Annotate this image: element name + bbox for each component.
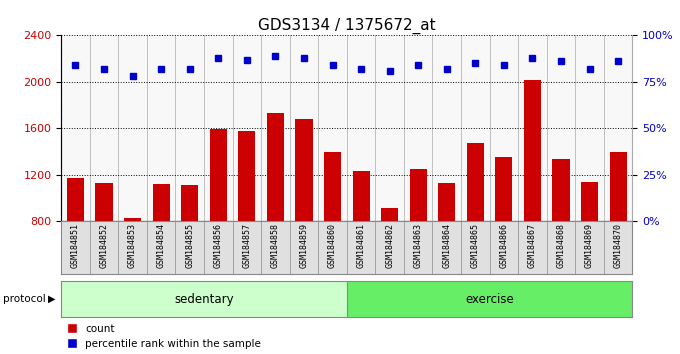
- Text: GSM184852: GSM184852: [99, 223, 109, 268]
- Text: GSM184853: GSM184853: [128, 223, 137, 268]
- Bar: [552, 159, 570, 314]
- Bar: [524, 80, 541, 314]
- Bar: [181, 185, 199, 314]
- Text: GSM184868: GSM184868: [556, 223, 566, 268]
- Text: GSM184864: GSM184864: [442, 223, 452, 268]
- Bar: [209, 130, 227, 314]
- Text: GSM184859: GSM184859: [299, 223, 309, 268]
- Text: GSM184862: GSM184862: [385, 223, 394, 268]
- Text: GSM184854: GSM184854: [156, 223, 166, 268]
- Bar: [495, 158, 513, 314]
- Text: GSM184865: GSM184865: [471, 223, 480, 268]
- Bar: [324, 152, 341, 314]
- Bar: [124, 218, 141, 314]
- Bar: [438, 183, 456, 314]
- Text: GSM184860: GSM184860: [328, 223, 337, 268]
- Text: exercise: exercise: [465, 293, 514, 306]
- Bar: [61, 281, 347, 317]
- Bar: [295, 119, 313, 314]
- Bar: [466, 143, 484, 314]
- Bar: [67, 178, 84, 314]
- Bar: [152, 184, 170, 314]
- Text: GSM184855: GSM184855: [185, 223, 194, 268]
- Text: GSM184869: GSM184869: [585, 223, 594, 268]
- Text: GSM184857: GSM184857: [242, 223, 252, 268]
- Title: GDS3134 / 1375672_at: GDS3134 / 1375672_at: [258, 18, 436, 34]
- Bar: [95, 183, 113, 314]
- Text: GSM184866: GSM184866: [499, 223, 509, 268]
- Text: GSM184867: GSM184867: [528, 223, 537, 268]
- Bar: [409, 169, 427, 314]
- Text: GSM184870: GSM184870: [613, 223, 623, 268]
- Bar: [352, 171, 370, 314]
- Text: protocol: protocol: [3, 294, 46, 304]
- Bar: [347, 281, 632, 317]
- Text: GSM184856: GSM184856: [214, 223, 223, 268]
- Legend: count, percentile rank within the sample: count, percentile rank within the sample: [67, 324, 261, 349]
- Bar: [267, 113, 284, 314]
- Text: GSM184861: GSM184861: [356, 223, 366, 268]
- Text: GSM184858: GSM184858: [271, 223, 280, 268]
- Text: GSM184863: GSM184863: [413, 223, 423, 268]
- Bar: [238, 131, 256, 314]
- Text: GSM184851: GSM184851: [71, 223, 80, 268]
- Bar: [581, 182, 598, 314]
- Bar: [381, 209, 398, 314]
- Text: sedentary: sedentary: [174, 293, 234, 306]
- Text: ▶: ▶: [48, 294, 56, 304]
- Bar: [609, 152, 627, 314]
